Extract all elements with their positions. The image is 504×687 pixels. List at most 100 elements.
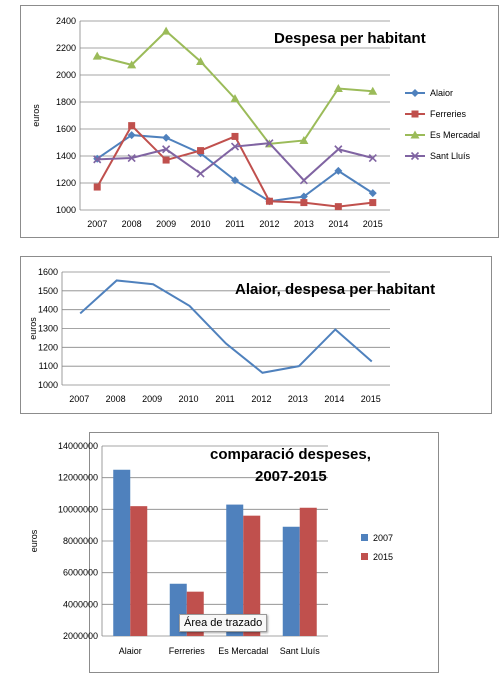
c1-point [162, 133, 171, 142]
c1-point [230, 142, 240, 151]
c3-bar [282, 526, 300, 636]
c2-xtick-label: 2010 [179, 394, 199, 404]
c1-ylabel: euros [31, 104, 41, 127]
c2-xtick-label: 2011 [215, 394, 234, 404]
c2-ytick-label: 1400 [38, 305, 58, 315]
c2-series-line [79, 279, 373, 374]
c2-ytick-label: 1500 [38, 286, 58, 296]
c1-ytick-label: 2200 [56, 43, 76, 53]
c1-point [300, 199, 308, 207]
c1-xtick-label: 2014 [328, 219, 348, 229]
c1-point [128, 122, 136, 130]
c2-ytick-label: 1100 [39, 361, 58, 371]
c1-point [265, 139, 274, 148]
c1-ytick-label: 1800 [56, 97, 76, 107]
c1-xtick-label: 2013 [294, 219, 314, 229]
c1-point [369, 199, 377, 207]
c1-legend-marker [410, 130, 420, 139]
c2-ytick-label: 1300 [38, 324, 58, 334]
c1-ytick-label: 2000 [56, 70, 76, 80]
c1-point [162, 145, 171, 154]
c2-xtick-label: 2015 [361, 394, 381, 404]
c2-ytick-label: 1600 [38, 267, 58, 277]
c3-legend-swatch [361, 553, 368, 560]
c1-legend-marker [411, 110, 419, 118]
c3-title-line2: 2007-2015 [255, 468, 327, 485]
c1-point [368, 153, 377, 163]
c1-legend-label: Sant Lluís [430, 151, 471, 161]
c1-xtick-label: 2012 [259, 219, 279, 229]
c1-point [230, 94, 240, 103]
c1-point [265, 197, 273, 205]
c2-xtick-label: 2008 [106, 394, 126, 404]
c3-xtick-label: Es Mercadal [218, 646, 268, 656]
c1-point [334, 166, 343, 175]
c1-legend-marker [410, 151, 420, 161]
c3-bar [299, 507, 317, 636]
c3-legend-label: 2015 [373, 552, 393, 562]
c2-xtick-label: 2007 [69, 394, 89, 404]
c3-ytick-label: 12000000 [58, 473, 98, 483]
c1-legend-marker [411, 89, 419, 97]
c1-series-line [96, 134, 374, 203]
c1-legend-label: Es Mercadal [430, 130, 480, 140]
chart-panel-alaior[interactable] [20, 256, 492, 414]
c2-ytick-label: 1000 [38, 380, 58, 390]
c1-legend-label: Ferreries [430, 109, 467, 119]
c1-point [93, 183, 101, 191]
c2-ylabel: euros [28, 317, 38, 340]
c3-ytick-label: 6000000 [63, 568, 98, 578]
c3-xtick-label: Sant Lluís [280, 646, 321, 656]
c3-xtick-label: Ferreries [169, 646, 206, 656]
c3-bar [113, 469, 131, 636]
c1-point [299, 192, 308, 201]
c1-series-line [97, 142, 374, 182]
c1-ytick-label: 1400 [56, 151, 76, 161]
chart-panel-comparacio[interactable] [89, 432, 439, 673]
c1-ytick-label: 2400 [56, 16, 76, 26]
c1-ytick-label: 1200 [56, 178, 76, 188]
c3-bar [130, 506, 148, 636]
c1-point [368, 86, 378, 95]
plot-area-tooltip: Área de trazado [179, 614, 268, 632]
c2-xtick-label: 2014 [324, 394, 344, 404]
c3-legend-label: 2007 [373, 533, 393, 543]
c3-ytick-label: 4000000 [63, 599, 98, 609]
c1-point [161, 26, 171, 35]
c1-xtick-label: 2015 [363, 219, 383, 229]
c1-point [299, 135, 309, 144]
c1-point [127, 60, 137, 69]
c3-ytick-label: 2000000 [63, 631, 98, 641]
c3-xtick-label: Alaior [119, 646, 142, 656]
c1-point [333, 84, 343, 92]
c1-title: Despesa per habitant [274, 30, 426, 47]
c1-xtick-label: 2011 [225, 219, 244, 229]
c3-title-line1: comparació despeses, [210, 446, 371, 463]
chart-panel-despesa[interactable] [20, 5, 499, 238]
c1-xtick-label: 2007 [87, 219, 107, 229]
c1-point [196, 169, 205, 178]
c1-point [197, 147, 205, 155]
c3-bar [226, 504, 244, 636]
c1-xtick-label: 2009 [156, 219, 176, 229]
c1-point [231, 176, 239, 185]
c1-point [334, 203, 342, 211]
c3-legend-swatch [361, 534, 368, 541]
c3-ytick-label: 10000000 [58, 504, 98, 514]
c1-point [334, 145, 343, 154]
c1-ytick-label: 1000 [56, 205, 76, 215]
c3-ytick-label: 14000000 [58, 441, 98, 451]
c2-xtick-label: 2012 [251, 394, 271, 404]
c1-point [93, 155, 102, 164]
c1-point [127, 131, 136, 140]
c1-point [299, 176, 308, 185]
c2-title: Alaior, despesa per habitant [235, 281, 435, 298]
c1-xtick-label: 2010 [191, 219, 211, 229]
c3-ytick-label: 8000000 [63, 536, 98, 546]
c3-bar [243, 515, 261, 636]
c1-ytick-label: 1600 [56, 124, 76, 134]
c1-legend-label: Alaior [430, 88, 453, 98]
c2-xtick-label: 2013 [288, 394, 308, 404]
c1-point [196, 57, 206, 65]
